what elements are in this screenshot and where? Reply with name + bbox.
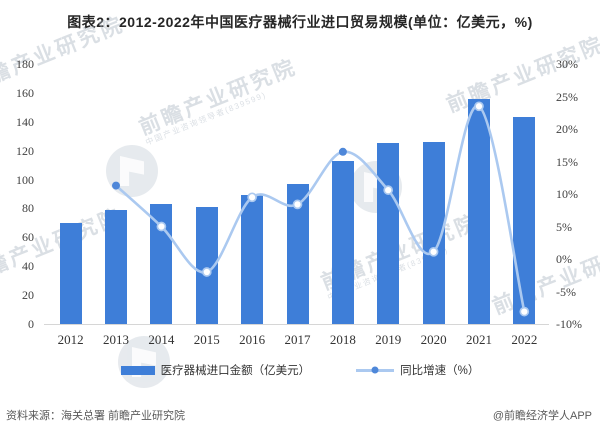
x-axis-label-2017: 2017	[284, 332, 311, 347]
import-amount-bar-2017	[286, 183, 309, 324]
chart-legend: 医疗器械进口金额（亿美元） 同比增速（%）	[0, 362, 600, 378]
x-axis-label-2021: 2021	[465, 332, 492, 347]
import-amount-bar-2015	[195, 207, 218, 324]
import-amount-bar-2012	[59, 222, 82, 324]
x-axis-line	[44, 324, 549, 325]
import-amount-bar-2013	[105, 209, 128, 324]
x-axis-label-2013: 2013	[103, 332, 130, 347]
x-axis-label-2016: 2016	[239, 332, 266, 347]
watermark-text: 前瞻产业研究院中国产业咨询领导者(839599)	[136, 55, 304, 148]
credit-text: @前瞻经济学人APP	[492, 410, 592, 422]
x-axis-label-2012: 2012	[57, 332, 84, 347]
left-axis-tick-label: 120	[16, 143, 34, 158]
import-amount-bar-2021	[467, 98, 490, 324]
import-amount-bar-2019	[377, 143, 400, 324]
watermark-text: 前瞻产业研究院	[489, 234, 600, 320]
watermark-subtext: 中国产业咨询领导者(839599)	[144, 90, 268, 148]
x-axis-label-2018: 2018	[329, 332, 356, 347]
x-axis-label-2020: 2020	[420, 332, 447, 347]
x-axis-label-2022: 2022	[511, 332, 538, 347]
left-axis-tick-label: 60	[22, 230, 34, 245]
legend-item-growth-rate: 同比增速（%）	[356, 362, 479, 378]
x-axis-label-2014: 2014	[148, 332, 175, 347]
growth-rate-marker-2018	[338, 147, 347, 156]
right-axis-tick-label: 20%	[556, 122, 578, 136]
import-amount-bar-2022	[513, 117, 536, 324]
left-axis-tick-label: 80	[22, 201, 34, 216]
x-axis-label-2015: 2015	[193, 332, 220, 347]
legend-item-import-amount: 医疗器械进口金额（亿美元）	[120, 362, 311, 378]
x-axis-label-2019: 2019	[375, 332, 402, 347]
import-amount-bar-2016	[241, 195, 264, 324]
left-axis-tick-label: 160	[16, 85, 34, 100]
chart-title: 图表2：2012-2022年中国医疗器械行业进口贸易规模(单位：亿美元，%)	[67, 14, 533, 30]
growth-rate-line	[115, 104, 526, 312]
right-axis-tick-label: 25%	[556, 89, 578, 104]
right-axis-tick-label: 30%	[556, 57, 578, 71]
legend-label-import-amount: 医疗器械进口金额（亿美元）	[160, 365, 311, 377]
legend-label-growth-rate: 同比增速（%）	[400, 365, 480, 377]
bar-series-swatch	[120, 365, 155, 375]
line-series-marker-dot	[371, 366, 379, 374]
right-axis-tick-label: -5%	[556, 284, 576, 299]
left-axis-tick-label: 140	[16, 114, 34, 129]
right-axis-tick-label: 5%	[556, 219, 572, 234]
growth-rate-marker-2013	[112, 181, 120, 190]
watermark-logo-icon	[106, 145, 158, 197]
left-axis-tick-label: 20	[22, 288, 34, 303]
watermark-text: 前瞻产业研究院	[443, 32, 600, 118]
import-amount-bar-2014	[150, 204, 173, 324]
left-axis-tick-label: 100	[16, 172, 34, 187]
left-axis-tick-label: 180	[16, 57, 34, 71]
right-axis-tick-label: 15%	[556, 154, 578, 169]
import-amount-bar-2020	[422, 142, 445, 324]
right-axis-tick-label: 0%	[556, 252, 572, 266]
left-axis-tick-label: 0	[28, 317, 34, 331]
right-axis-tick-label: 10%	[556, 187, 578, 201]
line-series-swatch	[356, 366, 395, 374]
import-amount-bar-2018	[331, 160, 354, 324]
right-axis-tick-label: -10%	[556, 317, 582, 331]
left-axis-tick-label: 40	[22, 259, 34, 274]
data-source-text: 资料来源：海关总署 前瞻产业研究院	[6, 410, 186, 422]
